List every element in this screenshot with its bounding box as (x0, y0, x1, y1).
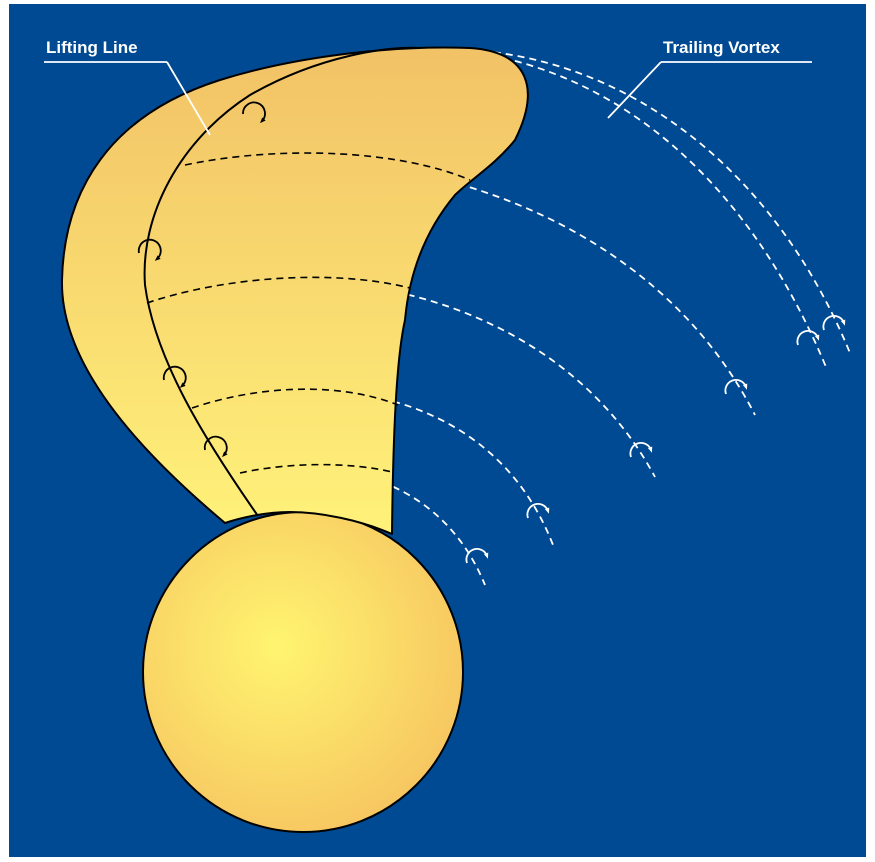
bound-segment-1 (239, 463, 393, 474)
vortex-swirl-icon (629, 442, 653, 458)
vortex-swirls (465, 315, 846, 564)
propeller-hub (142, 511, 464, 833)
trailing-vortex-line-3 (146, 280, 656, 478)
bound-segment-2 (191, 388, 399, 409)
circulation-arrow-icon (242, 101, 266, 124)
trailing-vortex-line-2 (191, 389, 554, 546)
trailing-vortex-line-4 (184, 157, 756, 416)
bound-segment-3 (146, 276, 411, 304)
vortex-swirl-icon (724, 379, 748, 395)
lifting-line-callout: Lifting Line (44, 38, 211, 136)
circulation-arrow-icon (162, 365, 187, 388)
vortex-swirl-icon (526, 503, 550, 519)
lifting-line (143, 46, 421, 517)
bound-vortex-segments (146, 152, 471, 474)
vortex-swirl-icon (796, 330, 820, 346)
bound-segment-4 (184, 152, 471, 181)
trailing-vortex-line-5 (419, 47, 827, 368)
propeller-blade (60, 46, 529, 535)
vortex-swirl-icon (465, 548, 489, 564)
circulation-arrow-icon (203, 435, 228, 458)
lifting-line-label: Lifting Line (46, 38, 138, 57)
vortex-swirl-icon (822, 315, 846, 331)
circulation-arrow-icon (137, 238, 162, 261)
circulation-arrows (137, 101, 266, 458)
trailing-vortex-line-6 (469, 49, 851, 354)
trailing-vortex-leader (607, 61, 662, 119)
trailing-vortex-callout: Trailing Vortex (607, 38, 812, 119)
lifting-line-leader (166, 61, 211, 136)
trailing-vortex-label: Trailing Vortex (663, 38, 780, 57)
